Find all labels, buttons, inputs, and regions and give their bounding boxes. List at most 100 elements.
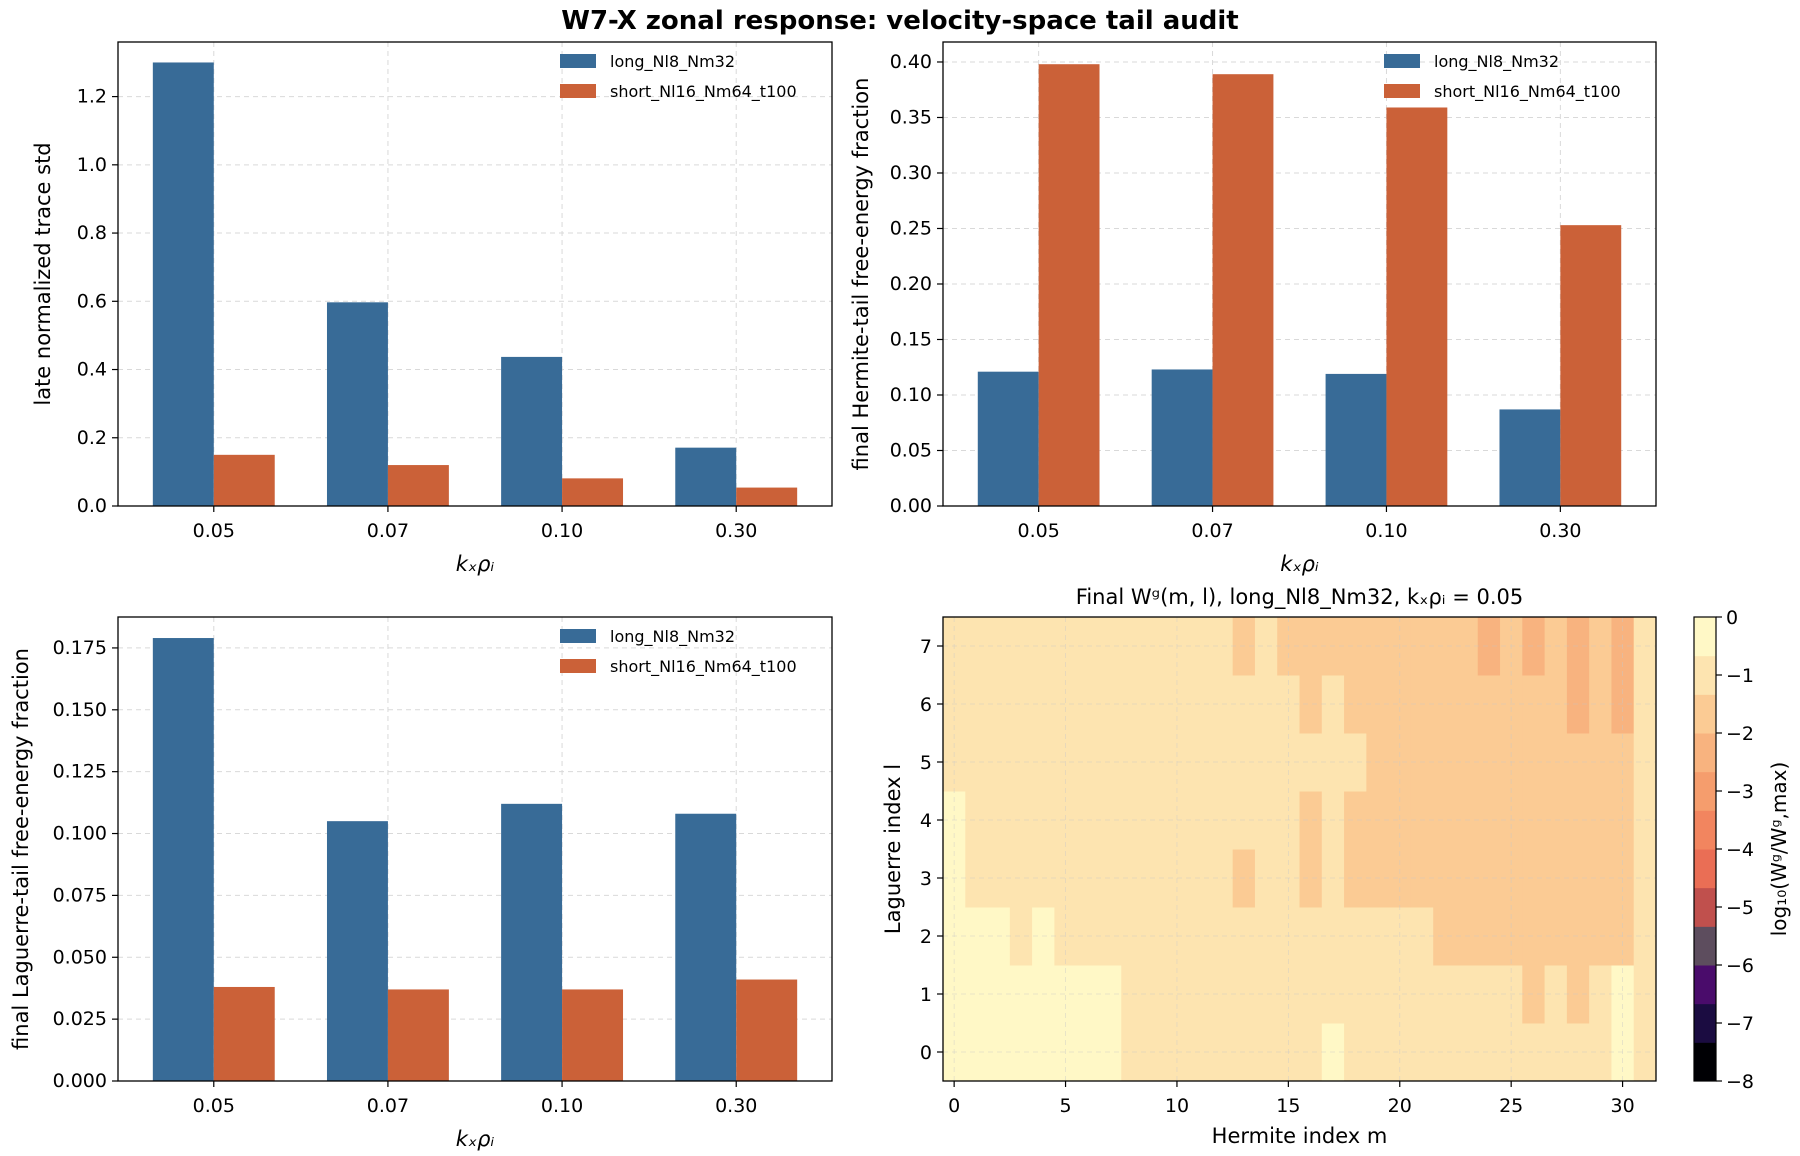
heatmap-cell bbox=[1433, 965, 1456, 1024]
heatmap-cell bbox=[1210, 849, 1234, 908]
heatmap-cell bbox=[1210, 965, 1234, 1024]
axes-frame bbox=[942, 616, 1657, 1082]
heatmap-cell bbox=[1566, 617, 1590, 676]
colorbar-segment bbox=[1694, 771, 1716, 811]
heatmap-cell bbox=[1054, 965, 1078, 1024]
x-tick-label: 0.30 bbox=[715, 1095, 757, 1117]
heatmap-cell bbox=[1299, 617, 1323, 676]
legend-label: short_Nl16_Nm64_t100 bbox=[610, 657, 797, 677]
colorbar-segment bbox=[1694, 694, 1716, 734]
colorbar-segment bbox=[1694, 926, 1716, 966]
y-tick-label: 0.050 bbox=[53, 946, 107, 968]
y-axis-label: late normalized trace std bbox=[31, 142, 55, 405]
bar-1 bbox=[1212, 74, 1274, 506]
heatmap-cell bbox=[1098, 675, 1122, 734]
heatmap-cell bbox=[1344, 675, 1367, 734]
heatmap-cell bbox=[1210, 907, 1234, 966]
legend-label: long_Nl8_Nm32 bbox=[610, 627, 735, 647]
heatmap-cell bbox=[1299, 907, 1323, 966]
bar-1 bbox=[1386, 107, 1448, 506]
heatmap-cell bbox=[1433, 1023, 1456, 1082]
x-tick-label: 0.07 bbox=[367, 1095, 409, 1117]
y-tick-label: 0.175 bbox=[53, 637, 107, 659]
heatmap-cell bbox=[1254, 733, 1278, 792]
bar-0 bbox=[1325, 373, 1387, 506]
bar-1 bbox=[387, 465, 449, 506]
y-tick-label: 0.150 bbox=[53, 699, 107, 721]
x-tick-label: 10 bbox=[1165, 1095, 1189, 1117]
heatmap-cell bbox=[1477, 733, 1501, 792]
heatmap-cell bbox=[1098, 965, 1122, 1024]
x-tick-label: 0 bbox=[948, 1095, 960, 1117]
colorbar-segment bbox=[1694, 810, 1716, 850]
heatmap-cell bbox=[1299, 849, 1323, 908]
colorbar-segment bbox=[1694, 887, 1716, 927]
bar-1 bbox=[387, 989, 449, 1081]
heatmap-cell bbox=[965, 1023, 989, 1082]
y-tick-label: 0.35 bbox=[890, 106, 932, 128]
bar-0 bbox=[501, 356, 563, 506]
legend-swatch bbox=[560, 659, 596, 673]
heatmap-cell bbox=[1522, 849, 1546, 908]
y-tick-label: 0.8 bbox=[77, 222, 107, 244]
heatmap-cell bbox=[1433, 733, 1456, 792]
axes-frame bbox=[942, 41, 1657, 507]
y-tick-label: 0.000 bbox=[53, 1070, 107, 1092]
heatmap-cell bbox=[1054, 791, 1078, 850]
colorbar-segment bbox=[1694, 733, 1716, 773]
heatmap-cell bbox=[1254, 965, 1278, 1024]
colorbar-tick-label: −1 bbox=[1726, 665, 1754, 687]
x-tick-label: 0.05 bbox=[1017, 520, 1059, 542]
heatmap-cell bbox=[1009, 791, 1033, 850]
x-tick-label: 0.30 bbox=[1539, 520, 1581, 542]
figure-title: W7-X zonal response: velocity-space tail… bbox=[561, 6, 1239, 36]
heatmap-cell bbox=[1477, 965, 1501, 1024]
heatmap-cell bbox=[1299, 1023, 1323, 1082]
y-tick-label: 0.2 bbox=[77, 427, 107, 449]
heatmap-cell bbox=[1299, 965, 1323, 1024]
y-tick-label: 0.00 bbox=[890, 495, 932, 517]
y-tick-label: 0.40 bbox=[890, 51, 932, 73]
heatmap-cell bbox=[1344, 965, 1367, 1024]
y-tick-label: 1.0 bbox=[77, 154, 107, 176]
y-tick-label: 2 bbox=[920, 926, 932, 948]
y-tick-label: 0.025 bbox=[53, 1008, 107, 1030]
heatmap-cell bbox=[1009, 965, 1033, 1024]
y-tick-label: 0.125 bbox=[53, 761, 107, 783]
heatmap-cell bbox=[1344, 1023, 1367, 1082]
heatmap-cell bbox=[1566, 791, 1590, 850]
heatmap-cell bbox=[1566, 849, 1590, 908]
x-tick-label: 0.05 bbox=[193, 520, 235, 542]
heatmap-cell bbox=[1210, 791, 1234, 850]
heatmap-cell bbox=[1210, 617, 1234, 676]
heatmap-cell bbox=[1009, 849, 1033, 908]
y-axis-label: final Laguerre-tail free-energy fraction bbox=[9, 648, 33, 1050]
legend-label: long_Nl8_Nm32 bbox=[1434, 52, 1559, 72]
y-tick-label: 3 bbox=[920, 868, 932, 890]
colorbar-tick-label: −4 bbox=[1726, 839, 1754, 861]
heatmap-cell bbox=[1344, 733, 1367, 792]
axes-frame bbox=[117, 616, 833, 1082]
bar-0 bbox=[1151, 369, 1213, 506]
legend-label: short_Nl16_Nm64_t100 bbox=[1434, 82, 1621, 102]
heatmap-cell bbox=[1344, 907, 1367, 966]
y-tick-label: 6 bbox=[920, 694, 932, 716]
heatmap-title: Final Wᵍ(m, l), long_Nl8_Nm32, kₓρᵢ = 0.… bbox=[1076, 585, 1523, 610]
y-tick-label: 4 bbox=[920, 810, 932, 832]
colorbar-tick-label: −8 bbox=[1726, 1071, 1754, 1093]
colorbar-segment bbox=[1694, 1003, 1716, 1043]
heatmap-cell bbox=[1433, 907, 1456, 966]
y-tick-label: 0.6 bbox=[77, 290, 107, 312]
bar-0 bbox=[152, 638, 214, 1081]
x-tick-label: 0.10 bbox=[541, 520, 583, 542]
heatmap-cell bbox=[1344, 617, 1367, 676]
y-tick-label: 0.25 bbox=[890, 217, 932, 239]
heatmap-cell bbox=[1477, 675, 1501, 734]
bar-0 bbox=[1499, 409, 1561, 506]
heatmap-cell bbox=[965, 617, 989, 676]
heatmap-cell bbox=[1210, 675, 1234, 734]
bar-0 bbox=[675, 447, 737, 506]
bar-1 bbox=[213, 986, 275, 1081]
y-tick-label: 0.30 bbox=[890, 162, 932, 184]
